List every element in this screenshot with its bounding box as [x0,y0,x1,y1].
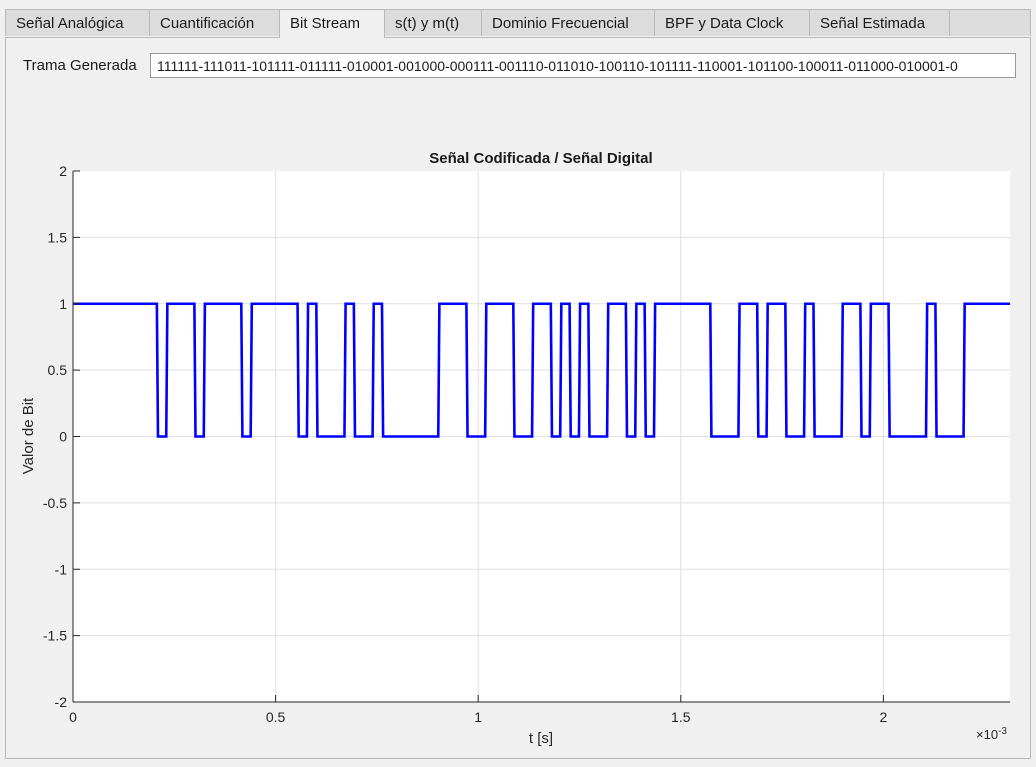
tab-label: BPF y Data Clock [665,15,784,32]
tab-senal-analogica[interactable]: Señal Analógica [5,9,150,36]
tab-label: Señal Estimada [820,15,926,32]
tab-label: Dominio Frecuencial [492,15,629,32]
tab-label: Bit Stream [290,15,361,32]
tab-strip-filler [949,9,1031,36]
tab-strip: Señal Analógica Cuantificación Bit Strea… [5,9,1031,38]
tab-label: Cuantificación [160,15,255,32]
tab-bpf-data-clock[interactable]: BPF y Data Clock [654,9,810,36]
tab-panel [5,37,1031,759]
tab-dominio-frecuencial[interactable]: Dominio Frecuencial [481,9,655,36]
frame-field[interactable] [150,53,1016,78]
frame-label: Trama Generada [23,57,137,74]
tab-label: s(t) y m(t) [395,15,460,32]
tab-senal-estimada[interactable]: Señal Estimada [809,9,950,36]
tab-cuantificacion[interactable]: Cuantificación [149,9,280,36]
tab-label: Señal Analógica [16,15,124,32]
tab-st-mt[interactable]: s(t) y m(t) [384,9,482,36]
tab-bit-stream[interactable]: Bit Stream [279,9,385,38]
